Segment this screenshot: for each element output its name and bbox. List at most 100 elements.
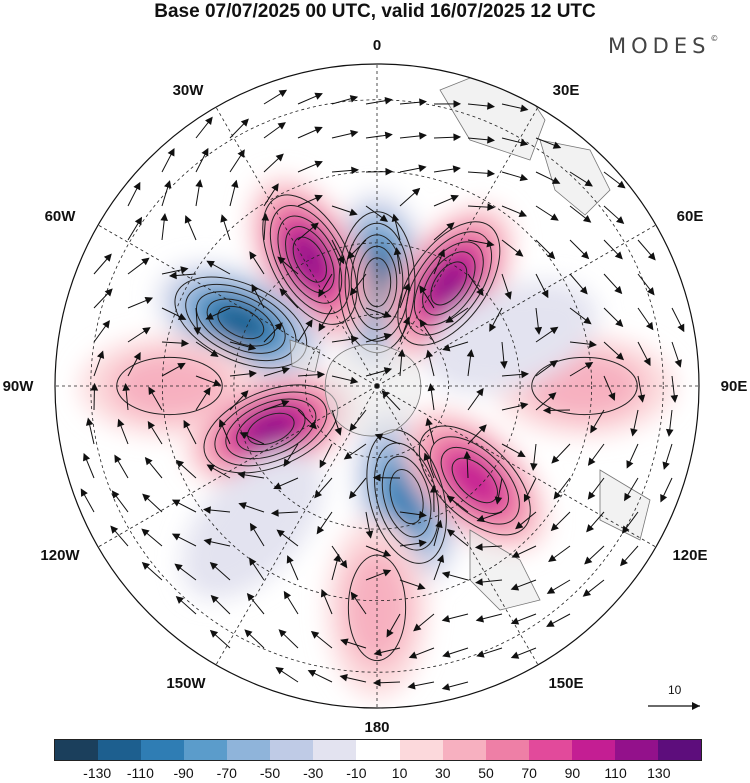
lon-label-90e: 90E: [721, 378, 748, 395]
wind-arrowhead: [582, 215, 592, 223]
wind-arrowhead: [624, 492, 632, 502]
wind-arrowhead: [427, 383, 436, 392]
wind-arrowhead: [333, 553, 341, 563]
colorbar-tick-label: -30: [303, 765, 324, 781]
wind-arrowhead: [581, 251, 590, 260]
wind-arrowhead: [209, 629, 219, 638]
wind-arrowhead: [310, 630, 320, 639]
wind-arrowhead: [278, 629, 287, 638]
wind-arrowhead: [203, 506, 211, 514]
wind-arrowhead: [346, 251, 355, 260]
colorbar-tick-label: -110: [126, 765, 154, 781]
wind-arrowhead: [283, 590, 292, 600]
wind-arrowhead: [402, 316, 411, 325]
lon-label-150e: 150E: [548, 675, 583, 692]
wind-arrowhead: [383, 332, 393, 341]
wind-arrowhead: [348, 490, 357, 500]
colorbar-tick-label: -90: [173, 765, 194, 781]
lon-label-150w: 150W: [166, 675, 206, 692]
wind-vectors: [80, 89, 685, 691]
contour-line: [440, 446, 509, 514]
wind-arrowhead: [407, 681, 416, 690]
polar-map: 0 30E 60E 90E 120E 150E 180 150W 120W 90…: [3, 37, 748, 735]
wind-arrowhead: [487, 169, 496, 178]
wind-arrowhead: [520, 104, 529, 112]
wind-arrowhead: [397, 348, 406, 357]
wind-arrowhead: [419, 319, 427, 328]
wind-arrowhead: [630, 428, 638, 437]
wind-arrowhead: [546, 586, 556, 594]
latitude-circle: [90, 99, 664, 673]
wind-arrowhead: [203, 538, 212, 546]
wind-arrowhead: [237, 471, 246, 479]
wind-arrowhead: [237, 149, 245, 158]
wind-arrowhead: [350, 591, 359, 601]
wind-arrowhead: [452, 165, 461, 173]
wind-arrowhead: [548, 392, 557, 401]
wind-arrowhead: [218, 419, 226, 428]
wind-arrowhead: [171, 499, 181, 507]
colorbar-swatch: [270, 740, 314, 760]
wind-arrowhead: [515, 248, 524, 257]
wind-arrowhead: [147, 420, 155, 430]
wind-arrowhead: [141, 561, 150, 570]
wind-arrowhead: [515, 521, 524, 530]
wind-arrowhead: [270, 509, 279, 517]
colorbar: [54, 739, 702, 761]
contour-line: [397, 221, 501, 346]
wind-arrowhead: [317, 370, 326, 379]
wind-arrowhead: [500, 361, 508, 369]
anomaly-shade: [111, 352, 228, 420]
wind-arrowhead: [175, 459, 185, 468]
wind-arrowhead: [615, 318, 624, 328]
wind-arrowhead: [412, 187, 421, 196]
wind-arrowhead: [96, 350, 105, 359]
wind-arrowhead: [487, 135, 496, 144]
wind-arrowhead: [248, 557, 257, 566]
wind-arrowhead: [429, 484, 438, 493]
wind-arrowhead: [205, 116, 213, 126]
contour-line: [225, 398, 317, 460]
wind-arrowhead: [102, 320, 110, 329]
wind-arrowhead: [541, 289, 549, 299]
wind-arrowhead: [210, 349, 219, 357]
wind-arrowhead: [617, 180, 626, 189]
wind-arrowhead: [350, 335, 359, 343]
wind-arrowhead: [391, 213, 400, 222]
contour-line: [262, 194, 358, 325]
wind-arrowhead: [160, 213, 168, 222]
contour-line: [389, 469, 424, 525]
wind-arrowhead: [446, 222, 455, 231]
wind-arrowhead: [171, 533, 181, 541]
wind-arrowhead: [134, 216, 143, 226]
wind-arrowhead: [320, 588, 328, 598]
wind-arrowhead: [494, 496, 503, 505]
anomaly-shade: [448, 454, 501, 507]
wind-arrowhead: [614, 251, 623, 260]
wind-arrowhead: [273, 482, 282, 490]
wind-arrowhead: [583, 316, 592, 325]
wind-arrowhead: [487, 102, 495, 110]
wind-arrowhead: [277, 122, 286, 130]
brand-mark: ©: [710, 34, 719, 43]
wind-arrowhead: [286, 555, 294, 564]
wind-arrowhead: [660, 494, 668, 503]
wind-arrowhead: [385, 167, 394, 176]
wind-arrowhead: [349, 423, 358, 432]
wind-arrowhead: [549, 326, 559, 335]
wind-arrowhead: [584, 556, 593, 565]
latitude-circle: [233, 242, 521, 530]
wind-arrowhead: [441, 615, 451, 623]
wind-arrowhead: [193, 327, 202, 336]
wind-arrowhead: [314, 490, 323, 499]
wind-arrowhead: [646, 287, 655, 296]
wind-arrowhead: [122, 383, 130, 391]
colorbar-tick-label: 50: [478, 765, 494, 781]
colorbar-tick-label: -70: [216, 765, 237, 781]
wind-arrowhead: [616, 216, 625, 225]
wind-arrowhead: [261, 212, 270, 221]
wind-arrowhead: [445, 315, 454, 323]
wind-arrowhead: [383, 310, 392, 318]
wind-arrowhead: [381, 390, 390, 399]
wind-arrowhead: [142, 493, 151, 502]
